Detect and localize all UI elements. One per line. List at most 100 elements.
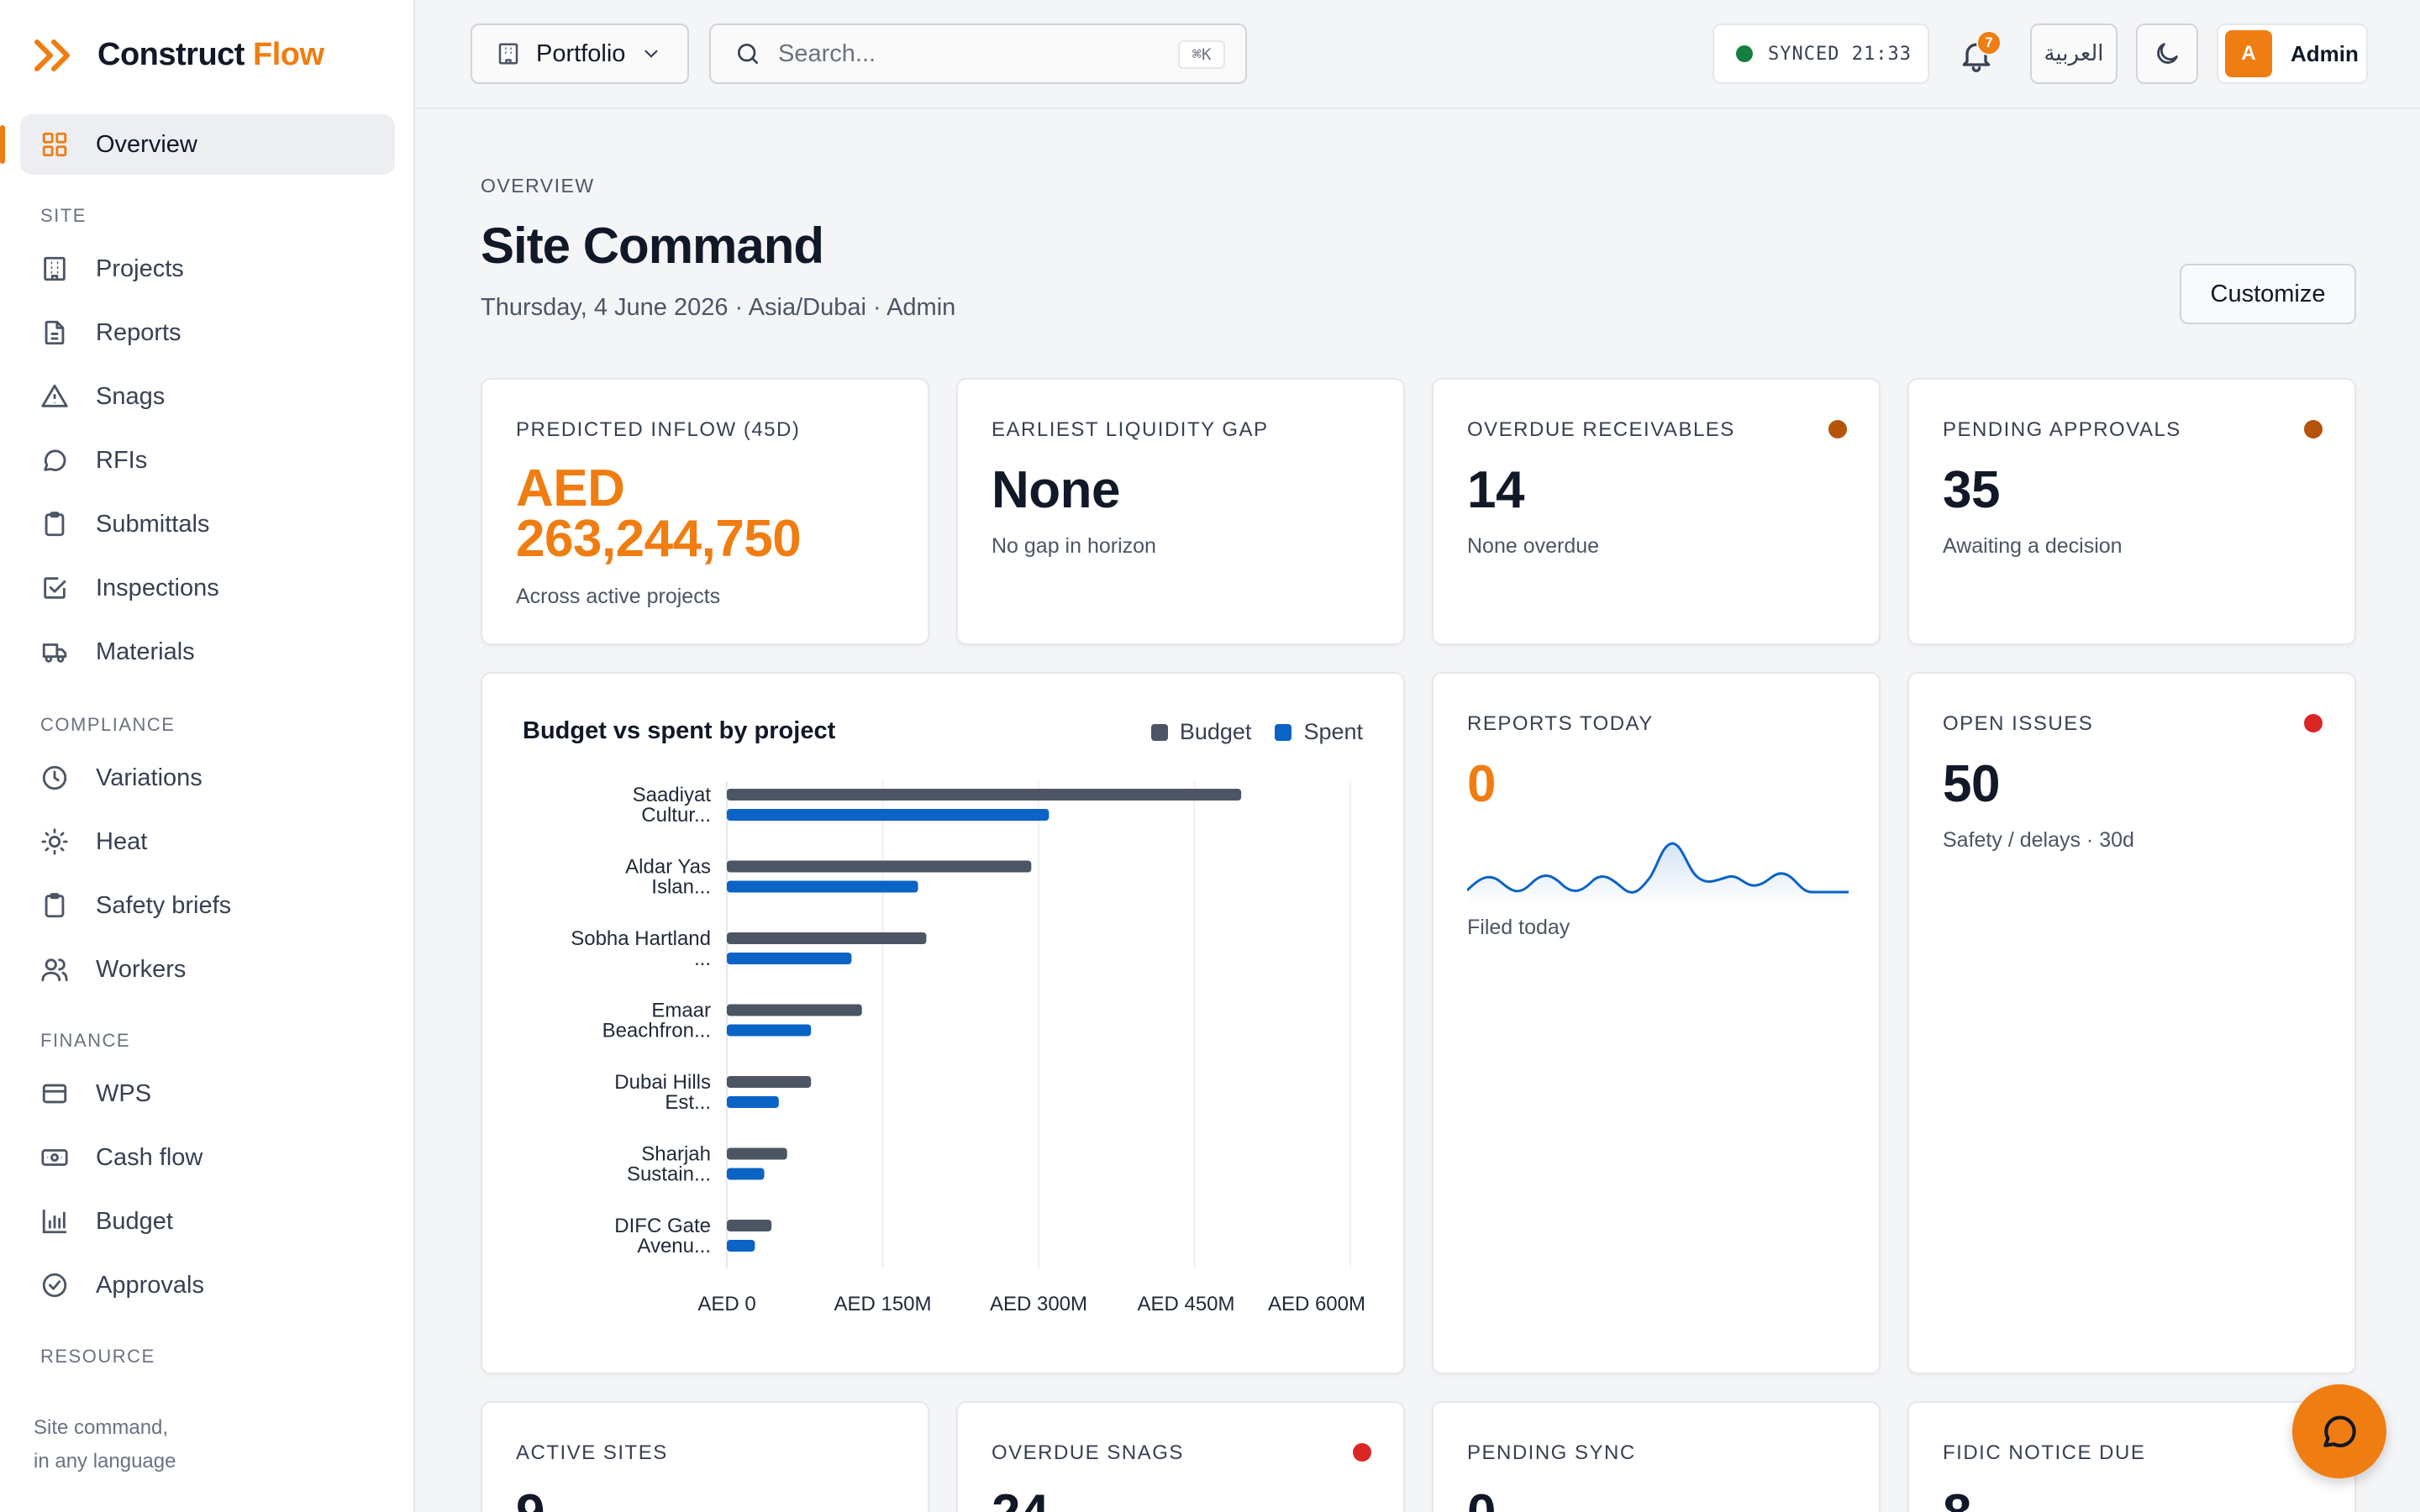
sidebar-item-label: RFIs bbox=[96, 446, 148, 474]
kpi-card-open-issues[interactable]: OPEN ISSUES 50 Safety / delays · 30d bbox=[1907, 672, 2356, 1374]
chart-x-tick-label: AED 150M bbox=[834, 1293, 931, 1315]
sidebar-item-safety-briefs[interactable]: Safety briefs bbox=[20, 875, 395, 936]
sidebar-item-cash-flow[interactable]: Cash flow bbox=[20, 1127, 395, 1188]
sidebar-item-reports[interactable]: Reports bbox=[20, 302, 395, 363]
chart-bar-spent[interactable] bbox=[727, 1240, 755, 1252]
legend-item-spent[interactable]: Spent bbox=[1275, 719, 1363, 745]
kpi-card-predicted-inflow[interactable]: PREDICTED INFLOW (45D) AED 263,244,750 A… bbox=[481, 378, 929, 645]
kpi-note: None overdue bbox=[1467, 534, 1600, 558]
kpi-card-pending-approvals[interactable]: PENDING APPROVALS 35 Awaiting a decision bbox=[1907, 378, 2356, 645]
kpi-value: AED 263,244,750 bbox=[516, 459, 802, 565]
kpi-label: OPEN ISSUES bbox=[1943, 712, 2094, 735]
topbar: Portfolio Search... ⌘K SYNCED 21:33 7 ال… bbox=[417, 0, 2420, 109]
page-subtitle: Thursday, 4 June 2026 · Asia/Dubai · Adm… bbox=[481, 294, 956, 321]
chart-plot: Saadiyat Cultur... Aldar Yas Islan... Sobha … bbox=[571, 781, 1365, 1315]
sidebar-item-label: Workers bbox=[96, 955, 187, 983]
chart-bar-budget[interactable] bbox=[727, 789, 1242, 801]
chart-bar-spent[interactable] bbox=[727, 1168, 765, 1180]
kpi-label: PENDING SYNC bbox=[1467, 1441, 1636, 1464]
sidebar-tagline: Site command, in any language bbox=[34, 1411, 176, 1478]
search-shortcut-badge: ⌘K bbox=[1178, 40, 1225, 69]
sidebar-item-rfis[interactable]: RFIs bbox=[20, 430, 395, 491]
kpi-card-active-sites[interactable]: ACTIVE SITES 9 bbox=[481, 1401, 929, 1512]
sidebar-item-wps[interactable]: WPS bbox=[20, 1063, 395, 1124]
sidebar-item-submittals[interactable]: Submittals bbox=[20, 494, 395, 554]
sidebar-item-label: Overview bbox=[96, 130, 197, 158]
chart-category-label: Emaar Beachfron... bbox=[602, 1000, 711, 1042]
user-menu[interactable]: A Admin bbox=[2217, 24, 2368, 84]
chart-bar-spent[interactable] bbox=[727, 880, 918, 893]
chat-fab-button[interactable] bbox=[2292, 1384, 2386, 1478]
kpi-value: 35 bbox=[1943, 461, 2000, 519]
kpi-card-liquidity-gap[interactable]: EARLIEST LIQUIDITY GAP None No gap in ho… bbox=[956, 378, 1405, 645]
kpi-card-reports-today[interactable]: REPORTS TODAY 0 Filed today bbox=[1432, 672, 1881, 1374]
sidebar-item-approvals[interactable]: Approvals bbox=[20, 1255, 395, 1315]
kpi-label: ACTIVE SITES bbox=[516, 1441, 668, 1464]
kpi-note: Awaiting a decision bbox=[1943, 534, 2123, 558]
sidebar-item-workers[interactable]: Workers bbox=[20, 939, 395, 1000]
language-toggle[interactable]: العربية bbox=[2030, 24, 2118, 84]
active-indicator bbox=[0, 125, 5, 164]
sidebar-item-label: Approvals bbox=[96, 1271, 204, 1299]
status-dot bbox=[1828, 420, 1847, 438]
sidebar-item-projects[interactable]: Projects bbox=[20, 239, 395, 299]
brand[interactable]: Construct Flow bbox=[34, 37, 324, 73]
chart-bar-spent[interactable] bbox=[727, 1096, 779, 1108]
legend-label: Spent bbox=[1303, 719, 1363, 744]
chart-bar-budget[interactable] bbox=[727, 1076, 812, 1088]
chart-bar-budget[interactable] bbox=[727, 1004, 862, 1016]
sidebar-item-label: Submittals bbox=[96, 510, 210, 538]
tagline-line: Site command, bbox=[34, 1416, 169, 1439]
sidebar-item-variations[interactable]: Variations bbox=[20, 748, 395, 808]
banknote-icon bbox=[41, 1149, 68, 1166]
sidebar-item-label: Variations bbox=[96, 764, 203, 791]
chart-bar-budget[interactable] bbox=[727, 1147, 787, 1160]
chart-bar-spent[interactable] bbox=[727, 953, 852, 964]
chart-bar-budget[interactable] bbox=[727, 932, 927, 944]
sync-status: SYNCED 21:33 bbox=[1712, 24, 1929, 84]
building-icon bbox=[498, 43, 518, 65]
chart-category-label: Sharjah Sustain... bbox=[627, 1143, 711, 1186]
chart-bar-budget[interactable] bbox=[727, 1220, 772, 1231]
kpi-card-pending-sync[interactable]: PENDING SYNC 0 bbox=[1432, 1401, 1881, 1512]
chart-bar-spent[interactable] bbox=[727, 809, 1050, 821]
chart-category-label: DIFC Gate Avenu... bbox=[614, 1215, 711, 1257]
legend-item-budget[interactable]: Budget bbox=[1150, 719, 1251, 745]
kpi-value: 9 bbox=[516, 1483, 544, 1512]
sidebar-item-snags[interactable]: Snags bbox=[20, 366, 395, 427]
search-input[interactable]: Search... ⌘K bbox=[709, 24, 1247, 84]
kpi-value-currency: AED bbox=[516, 459, 625, 517]
sidebar-item-label: Cash flow bbox=[96, 1143, 203, 1171]
moon-icon bbox=[2157, 43, 2178, 64]
sidebar-section-finance: FINANCE bbox=[40, 1030, 131, 1051]
kpi-note: Safety / delays · 30d bbox=[1943, 828, 2134, 852]
portfolio-dropdown[interactable]: Portfolio bbox=[471, 24, 689, 84]
portfolio-label: Portfolio bbox=[536, 39, 626, 67]
status-dot bbox=[1353, 1443, 1371, 1462]
kpi-card-overdue-snags[interactable]: OVERDUE SNAGS 24 bbox=[956, 1401, 1405, 1512]
sidebar-item-materials[interactable]: Materials bbox=[20, 622, 395, 682]
kpi-card-overdue-receivables[interactable]: OVERDUE RECEIVABLES 14 None overdue bbox=[1432, 378, 1881, 645]
sidebar: Construct Flow Overview SITE Projects Re… bbox=[0, 0, 415, 1512]
kpi-value: 50 bbox=[1943, 755, 2000, 813]
theme-toggle[interactable] bbox=[2136, 24, 2198, 84]
sidebar-item-heat[interactable]: Heat bbox=[20, 811, 395, 872]
chart-bar-budget[interactable] bbox=[727, 860, 1032, 873]
chart-x-tick-label: AED 0 bbox=[697, 1293, 755, 1315]
sidebar-item-overview[interactable]: Overview bbox=[0, 114, 395, 175]
sidebar-item-inspections[interactable]: Inspections bbox=[20, 558, 395, 618]
legend-swatch bbox=[1275, 723, 1292, 741]
building-icon bbox=[44, 256, 66, 281]
document-icon bbox=[45, 320, 65, 345]
brand-logo-icon bbox=[34, 39, 70, 71]
sidebar-item-label: Materials bbox=[96, 638, 195, 665]
chart-legend: Budget Spent bbox=[1150, 719, 1363, 745]
customize-button[interactable]: Customize bbox=[2180, 264, 2356, 324]
chat-icon bbox=[2323, 1415, 2356, 1447]
kpi-value: 0 bbox=[1467, 1483, 1496, 1512]
kpi-card-fidic-notice-due[interactable]: FIDIC NOTICE DUE 8 bbox=[1907, 1401, 2356, 1512]
chart-x-tick-label: AED 450M bbox=[1137, 1293, 1234, 1315]
kpi-note: No gap in horizon bbox=[992, 534, 1156, 558]
chart-bar-spent[interactable] bbox=[727, 1024, 812, 1037]
sidebar-item-budget[interactable]: Budget bbox=[20, 1191, 395, 1252]
